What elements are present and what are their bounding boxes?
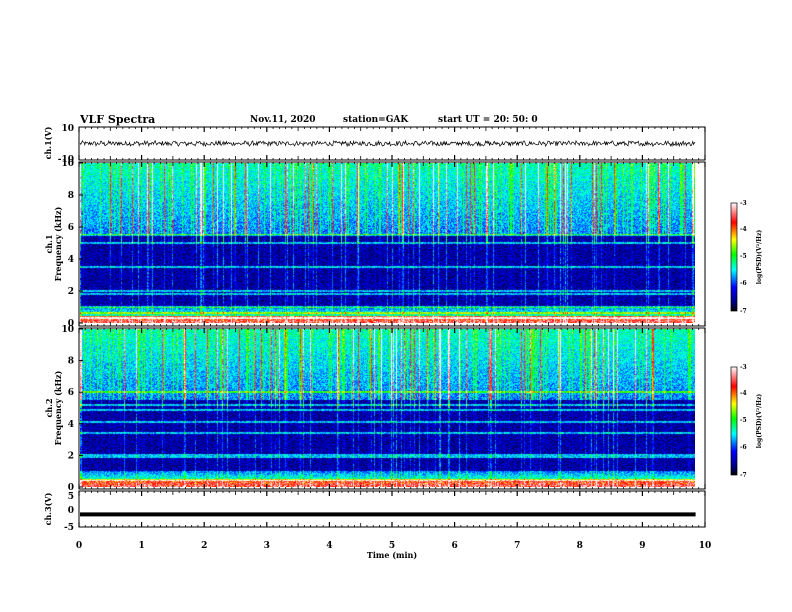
time-tick-6: 6 xyxy=(451,541,457,551)
freq-tick-label: 2 xyxy=(68,287,74,297)
ch2-spec-ylabel: ch.2 xyxy=(44,398,54,417)
ch3-tick-top: 5 xyxy=(68,492,74,502)
ch3-waveform-frame xyxy=(78,490,706,528)
ch1-spectrogram-image xyxy=(80,163,695,323)
ch1-cbar-tick-7: -7 xyxy=(740,308,747,315)
ch2-colorbar: -3 -4 -5 -6 -7 log(PSD)(V²/Hz) xyxy=(730,364,763,479)
freq-tick-label: 10 xyxy=(61,159,74,169)
freq-tick-label: 4 xyxy=(68,420,74,430)
ch2-freq-ticks: 0 2 4 6 8 10 xyxy=(61,325,83,493)
freq-tick-label: 6 xyxy=(68,223,74,233)
date-label: Nov.11, 2020 xyxy=(250,115,316,125)
ch2-cbar-tick-7: -7 xyxy=(740,472,747,479)
ch1-wave-tick-top: 10 xyxy=(61,124,74,134)
ch1-wave-xticks xyxy=(78,127,706,160)
station-label: station=GAK xyxy=(343,115,409,125)
ch1-colorbar: -3 -4 -5 -6 -7 log(PSD)(V²/Hz) xyxy=(730,200,763,315)
ch1-spec-xticks xyxy=(78,162,706,326)
ch1-cbar-tick-4: -4 xyxy=(740,226,747,233)
ch1-wave-tick-bottom: -10 xyxy=(58,155,74,165)
freq-tick-label: 0 xyxy=(68,483,74,493)
ch3-tick-mid: 0 xyxy=(68,506,74,516)
time-tick-3: 3 xyxy=(264,541,270,551)
ch3-ylabel: ch.3(V) xyxy=(43,492,53,525)
ch1-wave-ylabel: ch.1(V) xyxy=(43,126,53,159)
ch1-waveform-panel: 10 -10 ch.1(V) xyxy=(43,124,706,165)
ch2-spec-freq-label: Frequency (kHz) xyxy=(53,370,63,445)
freq-tick-label: 8 xyxy=(68,357,74,367)
ch1-spectrogram-panel: 0 2 4 6 8 10 ch.1 Frequency (kHz) xyxy=(44,159,706,329)
time-tick-9: 9 xyxy=(639,541,645,551)
ch3-tick-bottom: -5 xyxy=(64,523,74,533)
freq-tick-label: 8 xyxy=(68,191,74,201)
freq-tick-label: 6 xyxy=(68,388,74,398)
ch2-spec-xticks xyxy=(78,328,706,489)
ch1-spec-freq-label: Frequency (kHz) xyxy=(53,206,63,281)
ch2-spectrogram-image xyxy=(80,329,695,487)
ch2-cbar-tick-6: -6 xyxy=(740,444,747,451)
time-tick-labels: 0 1 2 3 4 5 6 7 8 9 10 xyxy=(76,541,711,551)
ch1-cbar-label: log(PSD)(V²/Hz) xyxy=(756,230,763,285)
time-tick-5: 5 xyxy=(389,541,395,551)
ch3-waveform-panel: 5 0 -5 ch.3(V) xyxy=(43,490,706,533)
start-time-label: start UT = 20: 50: 0 xyxy=(438,115,538,125)
freq-tick-label: 4 xyxy=(68,255,74,265)
time-tick-7: 7 xyxy=(514,541,520,551)
ch1-cbar-tick-3: -3 xyxy=(740,200,747,207)
ch2-cbar-tick-3: -3 xyxy=(740,364,747,371)
ch3-waveform-line xyxy=(80,512,696,517)
time-tick-10: 10 xyxy=(699,541,712,551)
time-tick-1: 1 xyxy=(138,541,144,551)
ch1-cbar-tick-5: -5 xyxy=(740,253,747,260)
ch3-xticks xyxy=(78,491,706,527)
time-tick-8: 8 xyxy=(577,541,583,551)
freq-tick-label: 0 xyxy=(68,319,74,329)
time-tick-0: 0 xyxy=(76,541,82,551)
ch2-cbar-tick-5: -5 xyxy=(740,417,747,424)
time-axis-label: Time (min) xyxy=(367,550,417,560)
ch2-spectrogram-panel: 0 2 4 6 8 10 ch.2 Frequency (kHz) xyxy=(44,325,706,493)
time-tick-4: 4 xyxy=(326,541,332,551)
freq-tick-label: 2 xyxy=(68,451,74,461)
ch2-colorbar-scale xyxy=(730,366,738,476)
ch1-cbar-tick-6: -6 xyxy=(740,280,747,287)
figure-title: VLF Spectra xyxy=(79,113,155,126)
ch1-freq-ticks: 0 2 4 6 8 10 xyxy=(61,159,83,329)
ch1-colorbar-scale xyxy=(730,202,738,312)
ch1-waveform-line xyxy=(79,139,696,148)
freq-tick-label: 10 xyxy=(61,325,74,335)
ch2-cbar-tick-4: -4 xyxy=(740,390,747,397)
time-tick-2: 2 xyxy=(201,541,207,551)
ch2-cbar-label: log(PSD)(V²/Hz) xyxy=(756,394,763,449)
ch1-spec-ylabel: ch.1 xyxy=(44,234,54,253)
